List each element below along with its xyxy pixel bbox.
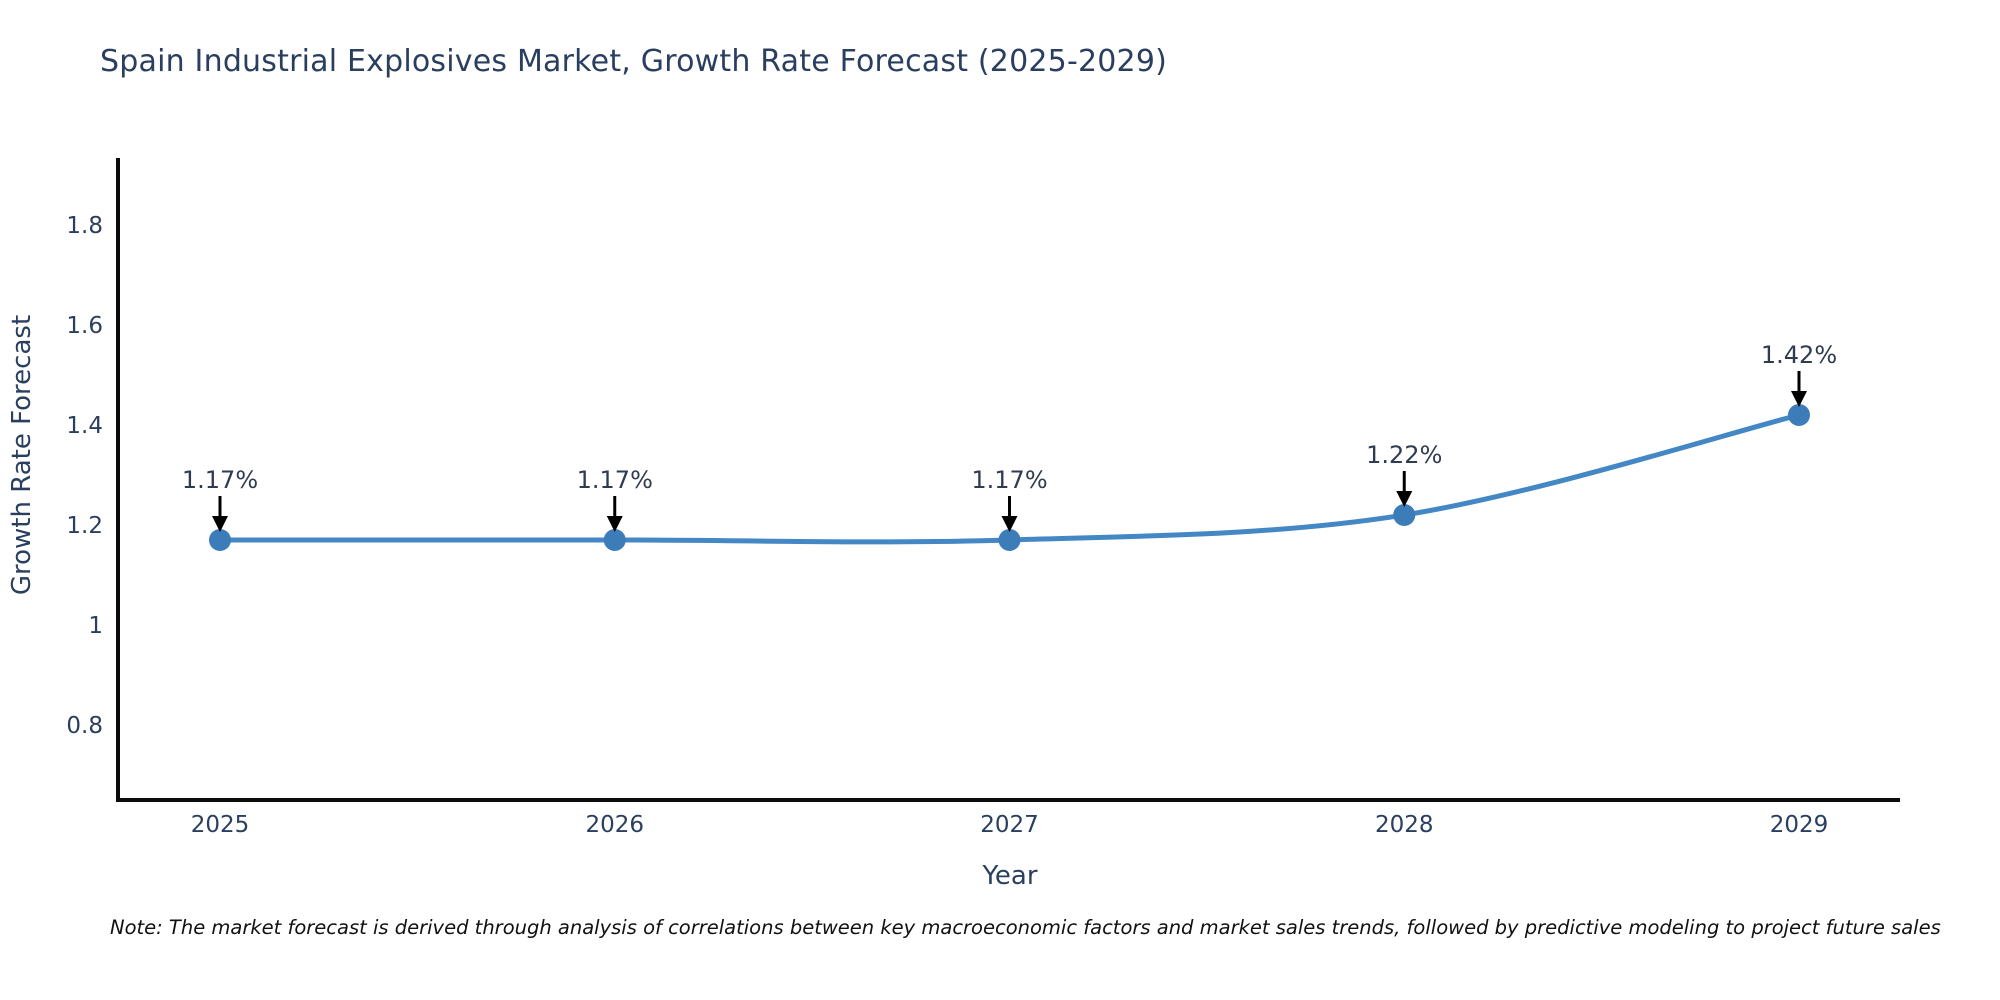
data-point <box>998 529 1021 551</box>
data-point <box>1393 504 1416 526</box>
annotation-arrowhead <box>606 516 623 532</box>
data-point-label: 1.17% <box>971 466 1047 494</box>
y-axis-title: Growth Rate Forecast <box>7 315 37 595</box>
x-tick-label: 2028 <box>1375 812 1434 838</box>
chart-title: Spain Industrial Explosives Market, Grow… <box>100 44 1168 79</box>
data-point-label: 1.42% <box>1761 341 1837 369</box>
data-point-label: 1.17% <box>182 466 258 494</box>
x-tick-label: 2026 <box>585 812 644 838</box>
x-tick-label: 2029 <box>1770 812 1829 838</box>
annotation-arrowhead <box>1001 516 1018 532</box>
x-tick-label: 2025 <box>191 812 250 838</box>
y-tick-label: 1.8 <box>66 213 103 239</box>
y-tick-label: 1.4 <box>66 413 103 439</box>
y-tick-label: 1.2 <box>66 513 103 539</box>
y-tick-label: 0.8 <box>66 713 103 739</box>
data-point <box>209 529 231 551</box>
annotation-arrowhead <box>1396 491 1413 507</box>
x-tick-label: 2027 <box>980 812 1039 838</box>
data-point <box>1788 404 1810 426</box>
data-point-label: 1.22% <box>1366 441 1442 469</box>
data-point <box>603 529 626 551</box>
annotation-arrowhead <box>212 516 228 532</box>
footnote: Note: The market forecast is derived thr… <box>110 916 1941 939</box>
y-tick-label: 1 <box>88 613 103 639</box>
x-axis-title: Year <box>981 861 1037 891</box>
annotation-arrowhead <box>1791 391 1807 407</box>
data-point-label: 1.17% <box>577 466 653 494</box>
y-tick-label: 1.6 <box>66 313 103 339</box>
